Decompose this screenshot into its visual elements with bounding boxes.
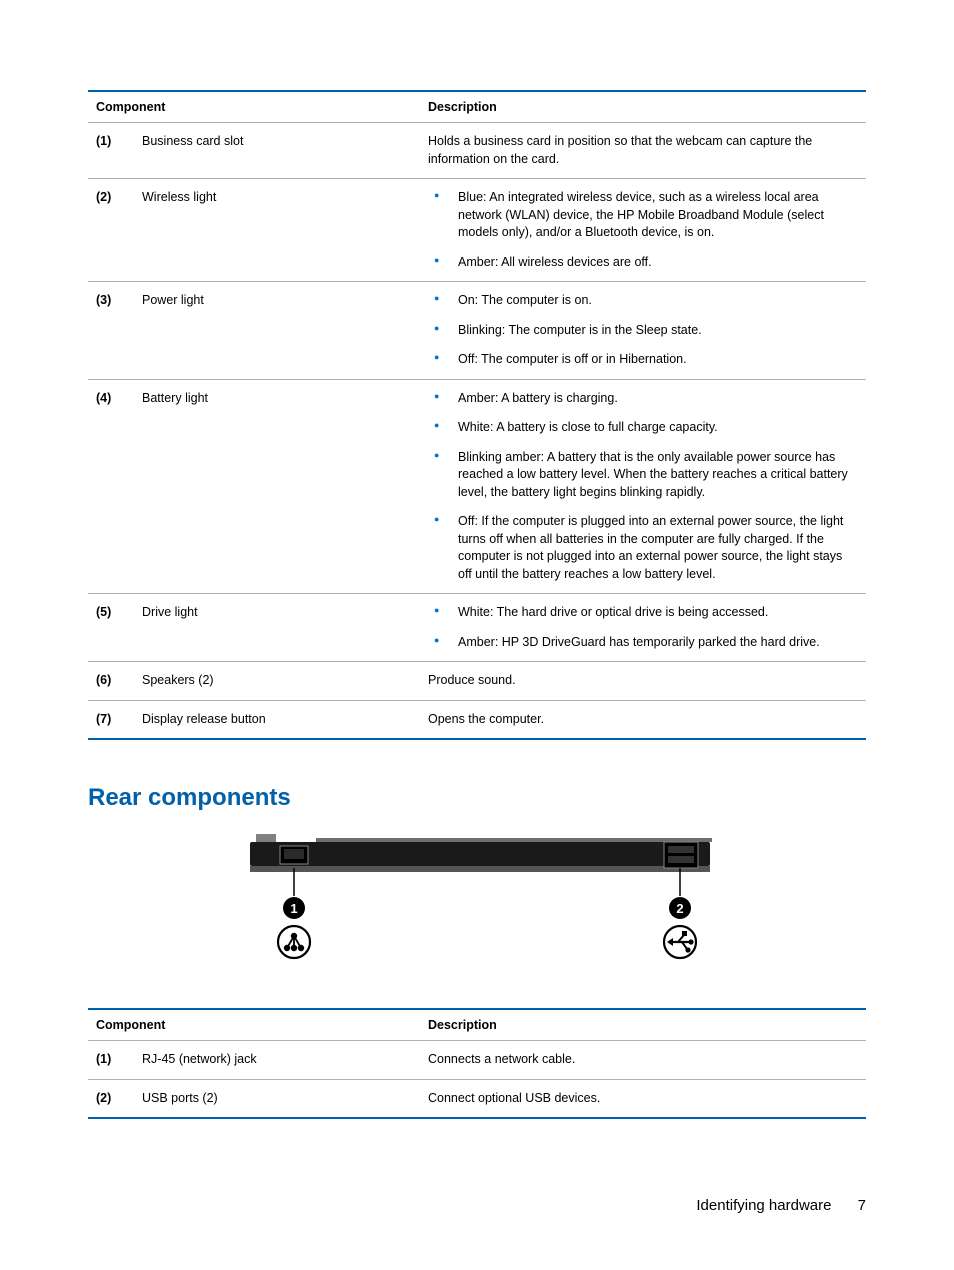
- row-component: RJ-45 (network) jack: [142, 1051, 428, 1069]
- header-component: Component: [88, 1018, 428, 1032]
- description-bullet: Blinking amber: A battery that is the on…: [428, 449, 858, 502]
- table-row: (1)Business card slotHolds a business ca…: [88, 123, 866, 179]
- row-component: Power light: [142, 292, 428, 369]
- svg-text:2: 2: [676, 901, 683, 916]
- footer-page-number: 7: [858, 1197, 866, 1214]
- row-number: (1): [88, 133, 142, 168]
- row-component: USB ports (2): [142, 1090, 428, 1108]
- row-description: Blue: An integrated wireless device, suc…: [428, 189, 866, 271]
- svg-text:1: 1: [290, 901, 297, 916]
- row-description: Holds a business card in position so tha…: [428, 133, 866, 168]
- row-description: Produce sound.: [428, 672, 866, 690]
- row-number: (5): [88, 604, 142, 651]
- table-row: (4)Battery lightAmber: A battery is char…: [88, 380, 866, 595]
- row-number: (6): [88, 672, 142, 690]
- table-row: (2)USB ports (2)Connect optional USB dev…: [88, 1080, 866, 1120]
- description-bullet: Off: The computer is off or in Hibernati…: [428, 351, 858, 369]
- table-row: (7)Display release buttonOpens the compu…: [88, 701, 866, 741]
- header-description: Description: [428, 100, 866, 114]
- table-header-row: Component Description: [88, 1008, 866, 1041]
- rear-diagram-svg: 12: [242, 834, 712, 994]
- table-header-row: Component Description: [88, 90, 866, 123]
- table-body: (1)Business card slotHolds a business ca…: [88, 123, 866, 740]
- description-bullet: Blinking: The computer is in the Sleep s…: [428, 322, 858, 340]
- row-component: Speakers (2): [142, 672, 428, 690]
- page: Component Description (1)Business card s…: [0, 0, 954, 1270]
- row-number: (3): [88, 292, 142, 369]
- row-component: Drive light: [142, 604, 428, 651]
- row-description: Opens the computer.: [428, 711, 866, 729]
- header-description: Description: [428, 1018, 866, 1032]
- row-number: (7): [88, 711, 142, 729]
- description-bullet: White: A battery is close to full charge…: [428, 419, 858, 437]
- row-number: (4): [88, 390, 142, 584]
- row-component: Business card slot: [142, 133, 428, 168]
- row-description: Connect optional USB devices.: [428, 1090, 866, 1108]
- description-bullet: Amber: All wireless devices are off.: [428, 254, 858, 272]
- footer-section: Identifying hardware: [696, 1197, 831, 1214]
- row-description: White: The hard drive or optical drive i…: [428, 604, 866, 651]
- description-list: White: The hard drive or optical drive i…: [428, 604, 858, 651]
- section-heading-rear: Rear components: [88, 784, 866, 812]
- table-body: (1)RJ-45 (network) jackConnects a networ…: [88, 1041, 866, 1119]
- row-number: (2): [88, 1090, 142, 1108]
- description-bullet: Blue: An integrated wireless device, suc…: [428, 189, 858, 242]
- page-footer: Identifying hardware 7: [696, 1197, 866, 1214]
- row-number: (1): [88, 1051, 142, 1069]
- description-list: Amber: A battery is charging. White: A ba…: [428, 390, 858, 584]
- table-row: (2)Wireless lightBlue: An integrated wir…: [88, 179, 866, 282]
- description-bullet: On: The computer is on.: [428, 292, 858, 310]
- row-component: Wireless light: [142, 189, 428, 271]
- table-row: (1)RJ-45 (network) jackConnects a networ…: [88, 1041, 866, 1080]
- row-description: Amber: A battery is charging. White: A ba…: [428, 390, 866, 584]
- description-bullet: Off: If the computer is plugged into an …: [428, 513, 858, 583]
- table-row: (6)Speakers (2)Produce sound.: [88, 662, 866, 701]
- row-description: Connects a network cable.: [428, 1051, 866, 1069]
- header-component: Component: [88, 100, 428, 114]
- description-bullet: Amber: HP 3D DriveGuard has temporarily …: [428, 634, 858, 652]
- components-table-rear: Component Description (1)RJ-45 (network)…: [88, 1008, 866, 1119]
- table-row: (3)Power lightOn: The computer is on. Bli…: [88, 282, 866, 380]
- rear-diagram: 12: [88, 828, 866, 1008]
- description-bullet: White: The hard drive or optical drive i…: [428, 604, 858, 622]
- row-component: Battery light: [142, 390, 428, 584]
- components-table-front: Component Description (1)Business card s…: [88, 90, 866, 740]
- row-component: Display release button: [142, 711, 428, 729]
- row-number: (2): [88, 189, 142, 271]
- description-list: On: The computer is on. Blinking: The com…: [428, 292, 858, 369]
- table-row: (5)Drive lightWhite: The hard drive or o…: [88, 594, 866, 662]
- description-list: Blue: An integrated wireless device, suc…: [428, 189, 858, 271]
- description-bullet: Amber: A battery is charging.: [428, 390, 858, 408]
- row-description: On: The computer is on. Blinking: The com…: [428, 292, 866, 369]
